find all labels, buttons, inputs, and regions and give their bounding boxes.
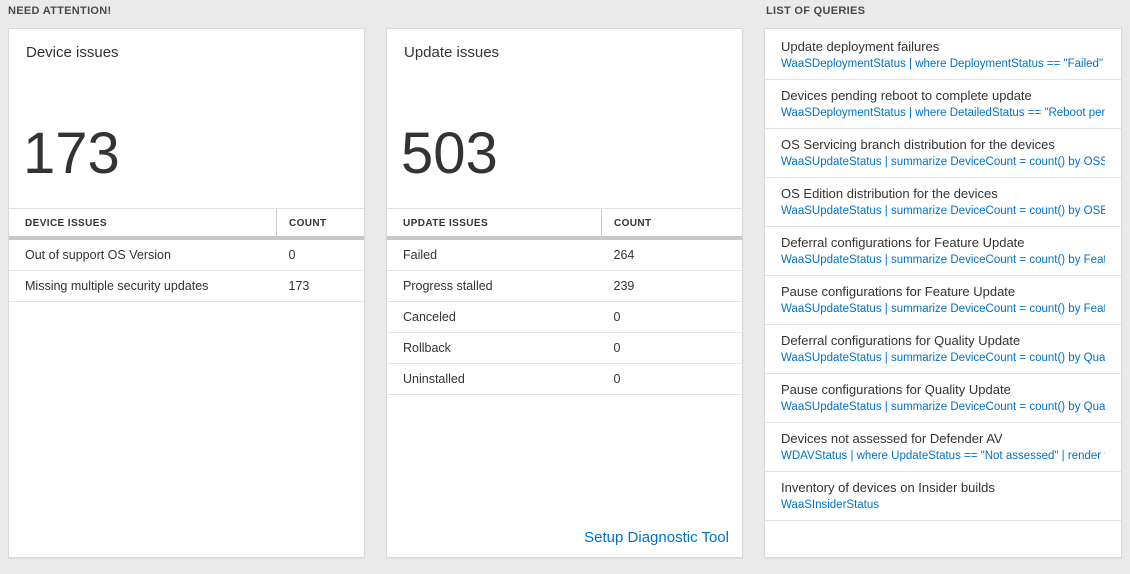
update-issues-table: UPDATE ISSUES COUNT Failed 264 Progress …: [387, 208, 742, 395]
query-list-item[interactable]: Devices pending reboot to complete updat…: [765, 80, 1121, 129]
query-title: Inventory of devices on Insider builds: [781, 480, 995, 495]
query-title: OS Edition distribution for the devices: [781, 186, 998, 201]
setup-diagnostic-tool-link[interactable]: Setup Diagnostic Tool: [584, 529, 729, 546]
issue-count: 239: [601, 270, 742, 302]
query-list-item[interactable]: Devices not assessed for Defender AV WDA…: [765, 423, 1121, 472]
issue-count: 173: [276, 270, 364, 302]
query-link[interactable]: WaaSDeploymentStatus | where DetailedSta…: [781, 107, 1105, 119]
query-list-item[interactable]: Deferral configurations for Quality Upda…: [765, 325, 1121, 374]
query-link[interactable]: WaaSUpdateStatus | summarize DeviceCount…: [781, 205, 1105, 217]
query-link[interactable]: WaaSUpdateStatus | summarize DeviceCount…: [781, 401, 1105, 413]
table-row[interactable]: Failed 264: [387, 238, 742, 271]
column-header-count: COUNT: [601, 208, 742, 240]
query-link[interactable]: WaaSUpdateStatus | summarize DeviceCount…: [781, 156, 1105, 168]
table-row[interactable]: Missing multiple security updates 173: [9, 270, 364, 302]
device-issues-title: Device issues: [26, 44, 119, 61]
query-list-item[interactable]: Inventory of devices on Insider builds W…: [765, 472, 1121, 521]
query-title: Pause configurations for Feature Update: [781, 284, 1016, 299]
queries-panel: Update deployment failures WaaSDeploymen…: [764, 28, 1122, 558]
list-of-queries-header: LIST OF QUERIES: [766, 5, 866, 17]
query-link[interactable]: WaaSDeploymentStatus | where DeploymentS…: [781, 58, 1105, 70]
table-row[interactable]: Canceled 0: [387, 301, 742, 333]
issue-count: 264: [601, 238, 742, 271]
device-issues-count: 173: [23, 121, 120, 186]
column-header-count: COUNT: [276, 208, 364, 240]
table-header-row: DEVICE ISSUES COUNT: [9, 208, 364, 240]
issue-label: Out of support OS Version: [9, 238, 277, 271]
query-list: Update deployment failures WaaSDeploymen…: [765, 29, 1121, 521]
query-list-item[interactable]: Pause configurations for Feature Update …: [765, 276, 1121, 325]
query-link[interactable]: WaaSUpdateStatus | summarize DeviceCount…: [781, 352, 1105, 364]
issue-label: Missing multiple security updates: [9, 270, 277, 302]
query-title: Devices pending reboot to complete updat…: [781, 88, 1032, 103]
query-list-item[interactable]: Pause configurations for Quality Update …: [765, 374, 1121, 423]
query-list-item[interactable]: Update deployment failures WaaSDeploymen…: [765, 31, 1121, 80]
device-issues-panel: Device issues 173 DEVICE ISSUES COUNT Ou…: [8, 28, 365, 558]
query-title: Update deployment failures: [781, 39, 940, 54]
issue-label: Rollback: [387, 332, 602, 364]
table-row[interactable]: Uninstalled 0: [387, 363, 742, 395]
column-header-device-issues: DEVICE ISSUES: [9, 208, 277, 240]
update-issues-panel: Update issues 503 UPDATE ISSUES COUNT Fa…: [386, 28, 743, 558]
query-title: Deferral configurations for Feature Upda…: [781, 235, 1025, 250]
issue-count: 0: [601, 301, 742, 333]
device-issues-table: DEVICE ISSUES COUNT Out of support OS Ve…: [9, 208, 364, 302]
query-title: Devices not assessed for Defender AV: [781, 431, 1003, 446]
query-list-item[interactable]: OS Servicing branch distribution for the…: [765, 129, 1121, 178]
query-title: OS Servicing branch distribution for the…: [781, 137, 1055, 152]
issue-count: 0: [601, 332, 742, 364]
issue-count: 0: [601, 363, 742, 395]
issue-label: Canceled: [387, 301, 602, 333]
query-link[interactable]: WaaSUpdateStatus | summarize DeviceCount…: [781, 303, 1105, 315]
issue-label: Uninstalled: [387, 363, 602, 395]
table-row[interactable]: Out of support OS Version 0: [9, 238, 364, 271]
issue-label: Progress stalled: [387, 270, 602, 302]
query-list-item[interactable]: OS Edition distribution for the devices …: [765, 178, 1121, 227]
column-header-update-issues: UPDATE ISSUES: [387, 208, 602, 240]
query-title: Deferral configurations for Quality Upda…: [781, 333, 1021, 348]
query-link[interactable]: WaaSUpdateStatus | summarize DeviceCount…: [781, 254, 1105, 266]
need-attention-header: NEED ATTENTION!: [8, 5, 112, 17]
table-header-row: UPDATE ISSUES COUNT: [387, 208, 742, 240]
query-link[interactable]: WaaSInsiderStatus: [781, 499, 880, 511]
issue-label: Failed: [387, 238, 602, 271]
issue-count: 0: [276, 238, 364, 271]
query-title: Pause configurations for Quality Update: [781, 382, 1011, 397]
table-row[interactable]: Rollback 0: [387, 332, 742, 364]
update-issues-title: Update issues: [404, 44, 500, 61]
query-link[interactable]: WDAVStatus | where UpdateStatus == "Not …: [781, 450, 1105, 462]
query-list-item[interactable]: Deferral configurations for Feature Upda…: [765, 227, 1121, 276]
update-issues-count: 503: [401, 121, 498, 186]
table-row[interactable]: Progress stalled 239: [387, 270, 742, 302]
